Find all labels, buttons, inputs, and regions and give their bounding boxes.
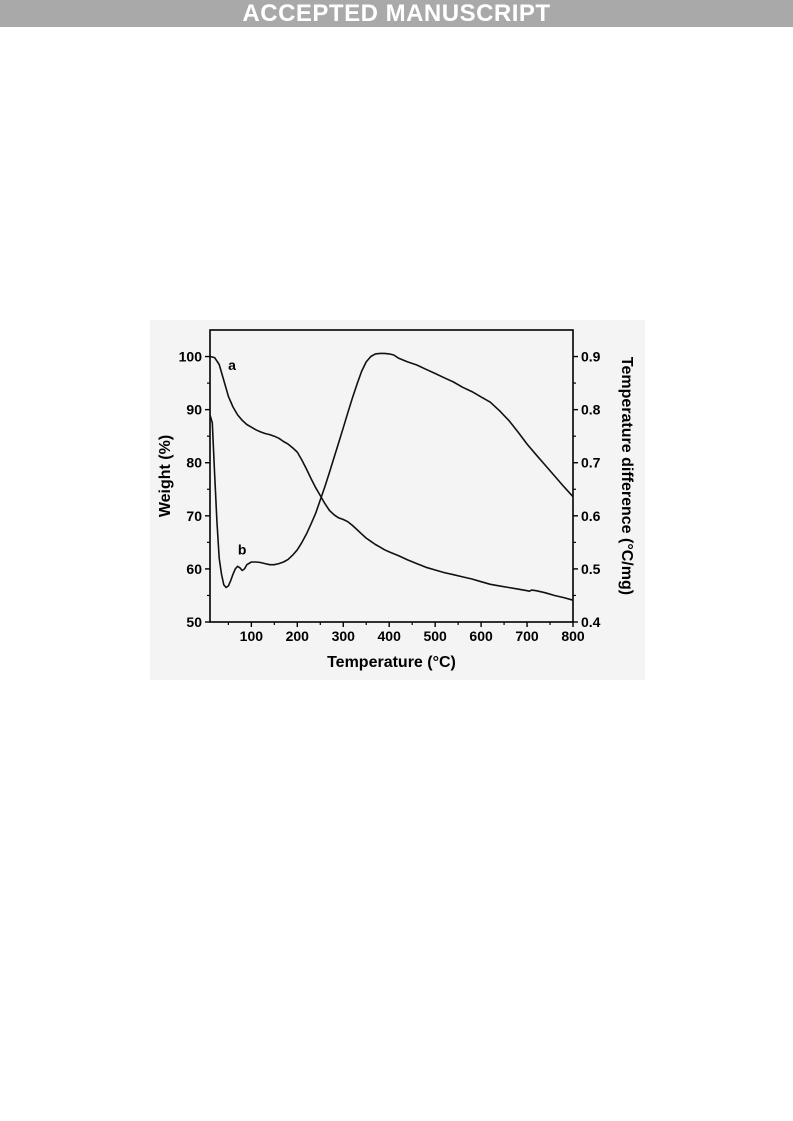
x-tick-label: 400 — [378, 628, 402, 644]
y-left-tick-label: 60 — [186, 561, 202, 577]
y-left-tick-label: 90 — [186, 402, 202, 418]
labels-layer: a b Temperature (°C) Weight (%) Temperature … — [157, 357, 635, 671]
x-tick-label: 100 — [240, 628, 264, 644]
curve-label-b: b — [238, 542, 247, 558]
y-right-tick-label: 0.7 — [581, 455, 601, 471]
series-line-a — [209, 355, 574, 601]
y-right-tick-label: 0.4 — [581, 614, 601, 630]
series-line-b — [209, 352, 574, 589]
curve-label-a: a — [228, 357, 236, 373]
x-tick-label: 300 — [332, 628, 356, 644]
y-left-axis-title: Weight (%) — [157, 435, 174, 517]
y-right-tick-label: 0.6 — [581, 508, 601, 524]
chart-svg: 100 200 300 400 500 600 700 800 50 60 70 80 90 100 0.4… — [150, 320, 645, 680]
series-layer — [209, 352, 574, 601]
x-tick-label: 700 — [515, 628, 539, 644]
x-tick-label: 800 — [561, 628, 585, 644]
chart-background — [150, 320, 645, 680]
plot-frame — [209, 329, 574, 623]
accepted-manuscript-banner: ACCEPTED MANUSCRIPT — [0, 0, 793, 27]
y-left-tick-label: 50 — [186, 614, 202, 630]
y-right-tick-label: 0.9 — [581, 349, 601, 365]
x-tick-label: 200 — [286, 628, 310, 644]
tga-dta-chart: 100 200 300 400 500 600 700 800 50 60 70 80 90 100 0.4… — [150, 320, 645, 680]
y-right-tick-label: 0.5 — [581, 561, 601, 577]
y-right-axis-title: Temperature difference (°C/mg) — [618, 357, 635, 595]
y-left-tick-label: 80 — [186, 455, 202, 471]
x-tick-label: 600 — [469, 628, 493, 644]
y-left-tick-label: 70 — [186, 508, 202, 524]
ticks-layer: 100 200 300 400 500 600 700 800 50 60 70 80 90 100 0.4… — [179, 349, 601, 644]
x-axis-title: Temperature (°C) — [327, 654, 456, 671]
x-tick-label: 500 — [423, 628, 447, 644]
y-left-tick-label: 100 — [179, 349, 203, 365]
y-right-tick-label: 0.8 — [581, 402, 601, 418]
